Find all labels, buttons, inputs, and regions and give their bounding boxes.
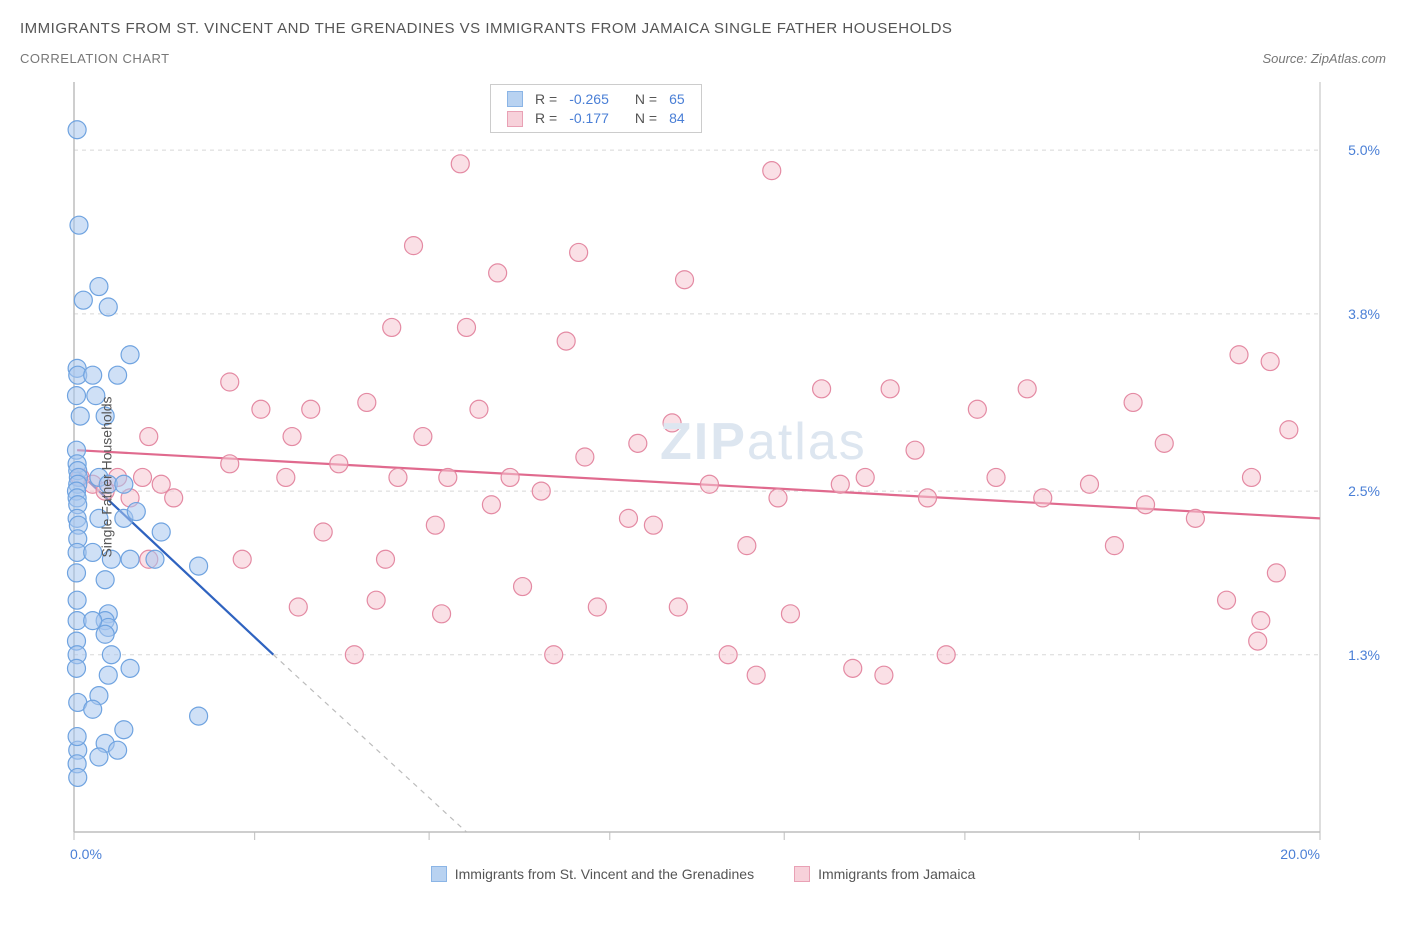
legend-item-a: Immigrants from St. Vincent and the Gren… [431, 866, 754, 882]
chart-area: Single Father Households ZIPatlas R = -0… [20, 72, 1386, 882]
correlation-box: R = -0.265 N = 65 R = -0.177 N = 84 [490, 84, 702, 133]
source-label: Source: ZipAtlas.com [1262, 51, 1386, 66]
x-min-label: 0.0% [70, 846, 102, 862]
y-axis-label: Single Father Households [99, 396, 115, 557]
legend: Immigrants from St. Vincent and the Gren… [20, 866, 1386, 882]
legend-item-b: Immigrants from Jamaica [794, 866, 975, 882]
legend-label-a: Immigrants from St. Vincent and the Gren… [455, 866, 754, 882]
x-max-label: 20.0% [1280, 846, 1320, 862]
y-tick-label: 1.3% [1348, 647, 1380, 663]
chart-title: IMMIGRANTS FROM ST. VINCENT AND THE GREN… [20, 20, 1386, 37]
y-tick-label: 2.5% [1348, 483, 1380, 499]
y-tick-label: 3.8% [1348, 306, 1380, 322]
scatter-plot [20, 72, 1386, 882]
y-tick-label: 5.0% [1348, 142, 1380, 158]
legend-label-b: Immigrants from Jamaica [818, 866, 975, 882]
chart-subtitle: CORRELATION CHART [20, 51, 170, 66]
